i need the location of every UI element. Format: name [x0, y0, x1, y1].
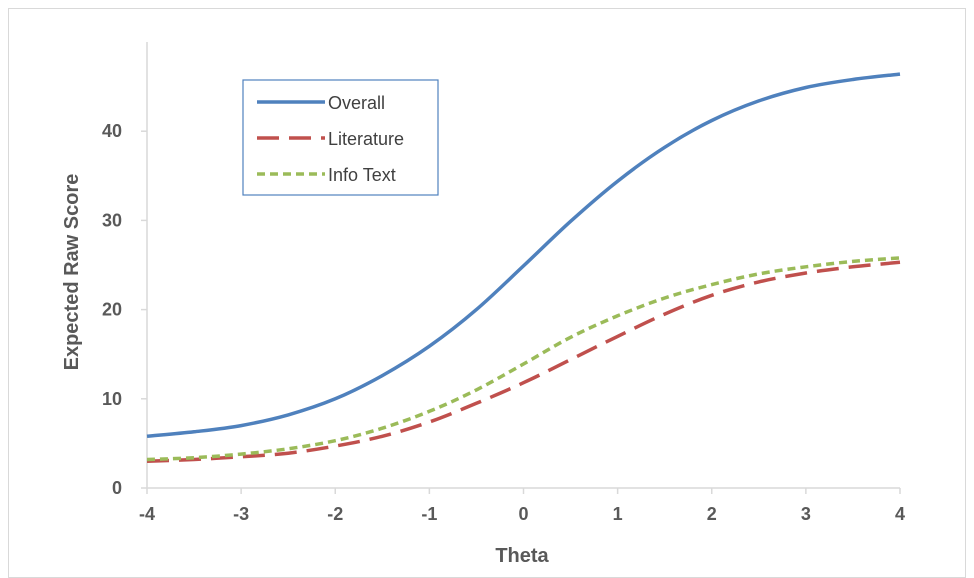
series-line-literature	[146, 260, 901, 463]
y-tick-label: 30	[102, 210, 122, 230]
x-axis-title: Theta	[495, 545, 549, 567]
x-tick-label: 4	[895, 504, 905, 524]
x-tick-label: -4	[139, 504, 155, 524]
y-tick-label: 20	[102, 300, 122, 320]
y-tick-label: 10	[102, 389, 122, 409]
x-tick-label: 3	[801, 504, 811, 524]
x-tick-label: 1	[613, 504, 623, 524]
legend-label: Literature	[328, 129, 404, 149]
x-tick-label: 2	[707, 504, 717, 524]
x-tick-label: -3	[233, 504, 249, 524]
y-tick-label: 0	[112, 478, 122, 498]
series-line-overall	[146, 72, 901, 439]
legend-label: Overall	[328, 93, 385, 113]
legend-label: Info Text	[328, 165, 396, 185]
x-tick-label: 0	[518, 504, 528, 524]
series-line-info-text	[146, 256, 901, 462]
x-tick-label: -2	[327, 504, 343, 524]
x-tick-label: -1	[421, 504, 437, 524]
legend: Overall Literature Info Text	[242, 79, 439, 196]
y-tick-label: 40	[102, 121, 122, 141]
series-layer	[146, 72, 901, 463]
y-axis-title: Expected Raw Score	[61, 174, 83, 371]
legend-box	[242, 79, 439, 196]
